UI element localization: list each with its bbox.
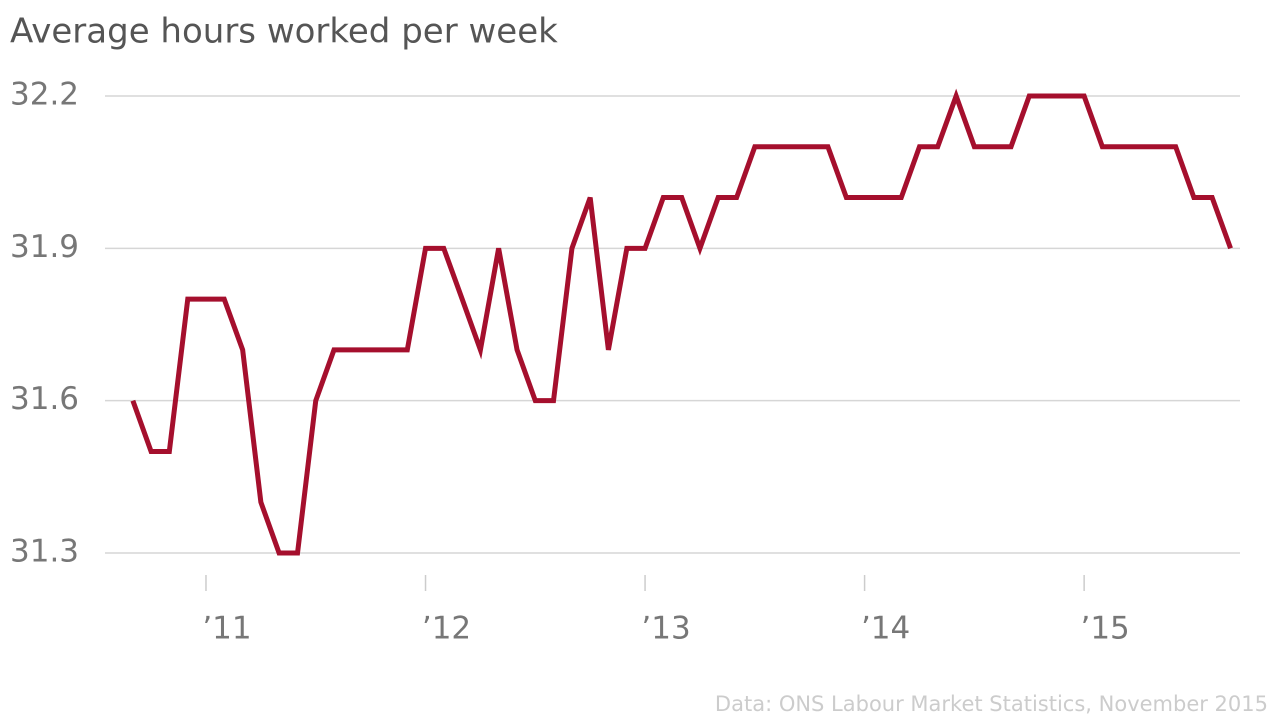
source-note: Data: ONS Labour Market Statistics, Nove… (715, 692, 1268, 716)
y-tick-label: 31.3 (10, 534, 79, 570)
data-line (130, 88, 1233, 556)
x-tick-label: ’13 (641, 611, 690, 647)
x-tick-label: ’14 (861, 611, 910, 647)
y-tick-label: 31.6 (10, 381, 79, 417)
y-tick-label: 31.9 (10, 229, 79, 265)
chart-title: Average hours worked per week (10, 12, 558, 52)
x-tick-label: ’11 (202, 611, 251, 647)
x-tick-label: ’12 (422, 611, 471, 647)
x-tick-label: ’15 (1080, 611, 1129, 647)
y-tick-label: 32.2 (10, 77, 79, 113)
